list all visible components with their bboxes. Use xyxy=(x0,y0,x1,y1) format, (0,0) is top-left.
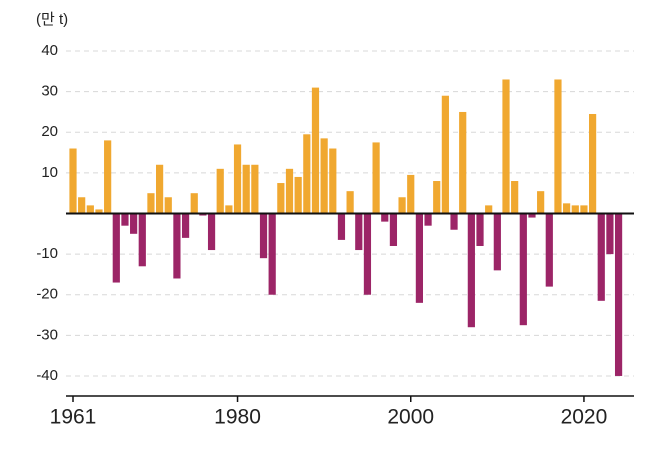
bar xyxy=(190,193,198,214)
bar xyxy=(95,209,103,214)
y-tick-label: -30 xyxy=(36,326,58,343)
bar xyxy=(285,168,294,214)
bar xyxy=(121,213,129,226)
bar xyxy=(571,205,579,214)
bar xyxy=(493,213,501,271)
bar xyxy=(355,213,363,251)
bar xyxy=(86,205,94,214)
bar xyxy=(459,111,467,214)
bar xyxy=(225,205,233,214)
bar xyxy=(311,87,320,214)
y-tick-label: -20 xyxy=(36,286,58,303)
bar xyxy=(242,164,250,214)
bar xyxy=(537,191,545,214)
bar xyxy=(233,144,242,214)
bar xyxy=(156,164,164,214)
y-tick-label: 10 xyxy=(41,164,58,181)
bar xyxy=(433,181,441,214)
bar xyxy=(614,213,623,376)
y-tick-label: -40 xyxy=(36,367,58,384)
bar xyxy=(112,213,120,283)
bar xyxy=(441,95,449,214)
bar xyxy=(164,197,172,214)
bar xyxy=(147,193,155,214)
bar xyxy=(337,213,346,240)
bar xyxy=(485,205,493,214)
bar xyxy=(381,213,389,222)
y-tick-label: 30 xyxy=(41,83,58,100)
bar xyxy=(78,197,86,214)
bar xyxy=(398,197,406,214)
bar xyxy=(467,213,475,328)
bar xyxy=(424,213,432,226)
bar xyxy=(545,213,553,287)
bar xyxy=(597,213,605,301)
bar xyxy=(69,148,77,214)
x-tick-label: 2000 xyxy=(387,406,434,429)
y-tick-label: -10 xyxy=(36,245,58,262)
x-tick-label: 2020 xyxy=(561,406,608,429)
bar xyxy=(130,213,138,234)
bar xyxy=(277,183,285,214)
bar xyxy=(216,168,224,214)
bar xyxy=(528,213,536,218)
bar xyxy=(251,164,259,214)
y-tick-label: 20 xyxy=(41,123,58,140)
bar xyxy=(181,213,190,238)
bar xyxy=(415,213,423,303)
bar xyxy=(173,213,181,279)
bar xyxy=(268,213,276,295)
bar xyxy=(294,176,302,214)
bar xyxy=(606,213,614,255)
bar xyxy=(320,138,328,214)
bar xyxy=(389,213,398,246)
bar xyxy=(346,191,354,214)
bar xyxy=(563,203,571,214)
bar xyxy=(199,213,207,216)
bar xyxy=(589,113,597,214)
bar xyxy=(554,79,562,214)
bar xyxy=(329,148,337,214)
unit-label: (만 t) xyxy=(36,11,68,28)
bar xyxy=(363,213,372,295)
bar xyxy=(104,140,112,214)
bar xyxy=(580,205,588,214)
bar xyxy=(138,213,146,267)
bar xyxy=(207,213,216,251)
bar xyxy=(450,213,458,230)
x-tick-label: 1980 xyxy=(214,406,261,429)
bar xyxy=(303,134,311,214)
y-tick-label: 40 xyxy=(41,42,58,59)
x-tick-label: 1961 xyxy=(50,406,97,429)
bar xyxy=(502,79,510,214)
bar xyxy=(511,181,519,214)
bar xyxy=(372,142,380,214)
bar xyxy=(407,174,415,214)
bar xyxy=(476,213,484,246)
bar xyxy=(519,213,527,326)
bar xyxy=(259,213,268,259)
